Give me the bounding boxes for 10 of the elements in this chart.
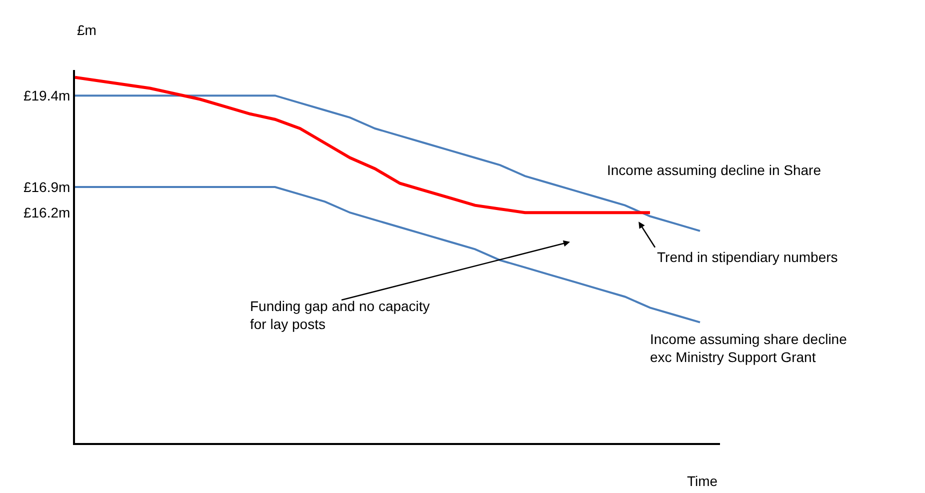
y-axis-title: £m	[77, 22, 96, 38]
annotation: Funding gap and no capacity for lay posts	[250, 298, 430, 332]
y-tick-label: £16.9m	[23, 178, 70, 195]
x-axis-title: Time	[687, 473, 718, 489]
y-tick-label: £19.4m	[23, 88, 70, 104]
series-label: Income assuming decline in Share	[607, 162, 822, 178]
line-series	[75, 76, 652, 214]
series-label: Income assuming share decline exc Ministry Support Grant	[650, 331, 848, 366]
text: Trend in stipendiary numbers	[657, 249, 838, 265]
y-tick-label: £16.2m	[23, 204, 70, 221]
